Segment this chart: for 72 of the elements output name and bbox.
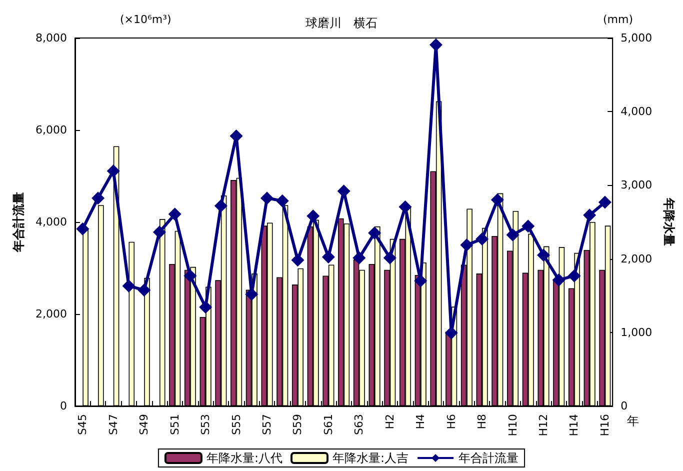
point — [260, 192, 274, 205]
x-tick-label: H6 — [444, 414, 458, 430]
point — [352, 251, 366, 264]
x-tick-label: S59 — [291, 414, 304, 435]
point — [214, 199, 228, 212]
x-tick-label: S49 — [138, 414, 151, 435]
point — [598, 196, 612, 209]
point — [184, 269, 197, 282]
x-tick-label: S45 — [76, 414, 90, 435]
x-tick-label: S51 — [168, 414, 182, 435]
x-tick-label: S47 — [106, 414, 120, 435]
point — [122, 279, 136, 292]
x-tick-label: S55 — [230, 414, 243, 435]
x-tick-label: H4 — [414, 414, 428, 430]
x-tick-label: H10 — [506, 414, 520, 436]
x-tick-label: S61 — [322, 414, 335, 435]
point — [444, 326, 458, 340]
y-axis-title: 年合計流量 — [12, 192, 26, 253]
point — [583, 208, 596, 222]
y-tick-label: 4,000 — [36, 216, 67, 228]
point — [506, 228, 520, 242]
point — [245, 288, 258, 301]
x-tick-label: H8 — [476, 414, 489, 430]
x-tick-label: S53 — [199, 414, 212, 435]
x-tick-label: H16 — [598, 414, 612, 436]
x-tick-label: S57 — [260, 414, 274, 435]
point — [92, 192, 105, 205]
point — [476, 232, 489, 246]
y-tick-label: 8,000 — [36, 32, 67, 44]
x-tick-label: H12 — [536, 414, 550, 436]
y2-tick-label: 2,000 — [620, 252, 652, 266]
point — [168, 208, 182, 221]
text: (mm) — [602, 13, 633, 26]
point — [568, 269, 581, 282]
y-tick-label: 0 — [60, 400, 67, 412]
y2-axis-title: 年降水量 — [662, 197, 676, 246]
y-tick-label: 2,000 — [36, 308, 67, 320]
point — [383, 251, 396, 264]
point — [291, 254, 304, 267]
point — [490, 193, 504, 206]
point — [536, 248, 550, 262]
chart-title: 球磨川 横石 — [306, 16, 378, 30]
y2-tick-label: 4,000 — [620, 105, 652, 118]
point — [199, 300, 212, 314]
y2-tick-label: 3,000 — [620, 178, 652, 192]
y2-tick-label: 5,000 — [620, 32, 652, 44]
legend-label: 年降水量:八代 — [206, 451, 283, 465]
y-tick-label: 6,000 — [36, 124, 67, 136]
point — [106, 164, 120, 178]
point — [429, 38, 442, 52]
legend-label: 年合計流量 — [458, 451, 519, 465]
x-tick-label: H2 — [383, 414, 396, 430]
point — [276, 194, 289, 208]
point — [76, 222, 90, 236]
y2-tick-label: 0 — [620, 400, 628, 412]
legend-label: 年降水量:人吉 — [332, 451, 409, 465]
x-axis-title: 年 — [627, 414, 639, 428]
y2-tick-label: 1,000 — [620, 326, 652, 339]
point — [460, 238, 474, 252]
point — [138, 284, 151, 297]
point — [552, 273, 566, 286]
text: (×10⁶m³) — [120, 13, 172, 26]
x-tick-label: H14 — [568, 414, 581, 436]
point — [368, 226, 382, 240]
x-tick-label: S63 — [352, 414, 366, 435]
point — [152, 226, 166, 239]
point — [522, 220, 535, 233]
point — [414, 274, 428, 288]
point — [322, 250, 335, 264]
point — [398, 200, 412, 214]
point — [306, 210, 320, 223]
point — [230, 129, 243, 142]
